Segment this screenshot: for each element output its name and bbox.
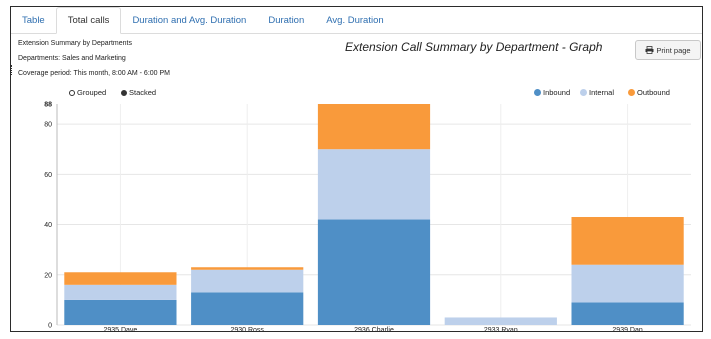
bar-internal-3 xyxy=(317,149,431,220)
bar-outbound-5 xyxy=(571,217,684,265)
bar-outbound-1 xyxy=(64,272,177,285)
x-tick-label: 2939 Dan xyxy=(612,327,642,332)
legend-item-inbound[interactable]: Inbound xyxy=(534,88,570,97)
bar-internal-4 xyxy=(444,317,557,325)
stacked-option[interactable]: Stacked xyxy=(121,88,156,97)
y-tick-label: 40 xyxy=(44,222,52,229)
grouped-label: Grouped xyxy=(77,88,107,97)
grouped-option[interactable]: Grouped xyxy=(69,88,106,97)
x-tick-label: 2930 Ross xyxy=(230,327,264,332)
printer-icon xyxy=(645,46,654,54)
bar-inbound-3 xyxy=(317,219,431,325)
tab-total-calls[interactable]: Total calls xyxy=(55,7,122,34)
print-page-button[interactable]: Print page xyxy=(635,40,701,60)
bar-inbound-1 xyxy=(64,299,177,325)
x-tick-label: 2936 Charlie xyxy=(354,327,394,332)
coverage-label: Coverage period: This month, 8:00 AM - 6… xyxy=(18,70,171,77)
report-frame: Table Total calls Duration and Avg. Dura… xyxy=(10,6,703,332)
bar-internal-1 xyxy=(64,284,177,300)
departments-label: Departments: Sales and Marketing xyxy=(18,55,126,62)
resize-handle xyxy=(11,65,14,75)
legend-swatch-inbound xyxy=(534,89,541,96)
bar-internal-5 xyxy=(571,264,684,303)
y-tick-label: 60 xyxy=(44,172,52,179)
stacked-bar-chart: 0 20 40 60 80 88 2935 Dave 2930 Ross 2936 Charli… xyxy=(44,102,691,332)
legend-swatch-internal xyxy=(580,89,587,96)
bar-inbound-5 xyxy=(571,302,684,325)
summary-label: Extension Summary by Departments xyxy=(18,40,132,47)
y-tick-label: 20 xyxy=(44,272,52,279)
tab-bar: Table Total calls Duration and Avg. Dura… xyxy=(11,7,702,34)
tab-duration-and-avg-duration[interactable]: Duration and Avg. Duration xyxy=(132,14,247,26)
bar-inbound-2 xyxy=(191,292,304,325)
bar-outbound-2 xyxy=(191,267,304,270)
y-tick-label: 88 xyxy=(44,102,52,109)
y-tick-label: 0 xyxy=(48,323,52,330)
legend-swatch-outbound xyxy=(628,89,635,96)
tab-avg-duration[interactable]: Avg. Duration xyxy=(326,14,384,26)
legend-label-outbound: Outbound xyxy=(637,88,670,97)
print-page-label: Print page xyxy=(656,45,691,55)
tab-duration[interactable]: Duration xyxy=(268,14,305,26)
x-tick-label: 2933 Ryan xyxy=(484,327,518,332)
y-tick-label: 80 xyxy=(44,122,52,129)
legend-label-inbound: Inbound xyxy=(543,88,571,97)
bar-internal-2 xyxy=(191,269,304,293)
grouped-radio[interactable] xyxy=(69,89,75,96)
legend-item-internal[interactable]: Internal xyxy=(580,88,614,97)
chart-title: Extension Call Summary by Department - G… xyxy=(345,40,603,54)
x-tick-label: 2935 Dave xyxy=(103,327,137,332)
stacked-radio[interactable] xyxy=(121,89,127,96)
legend-label-internal: Internal xyxy=(589,88,615,97)
stacked-label: Stacked xyxy=(129,88,157,97)
legend-item-outbound[interactable]: Outbound xyxy=(628,88,670,97)
bar-outbound-3 xyxy=(317,104,431,150)
tab-table[interactable]: Table xyxy=(22,14,45,26)
